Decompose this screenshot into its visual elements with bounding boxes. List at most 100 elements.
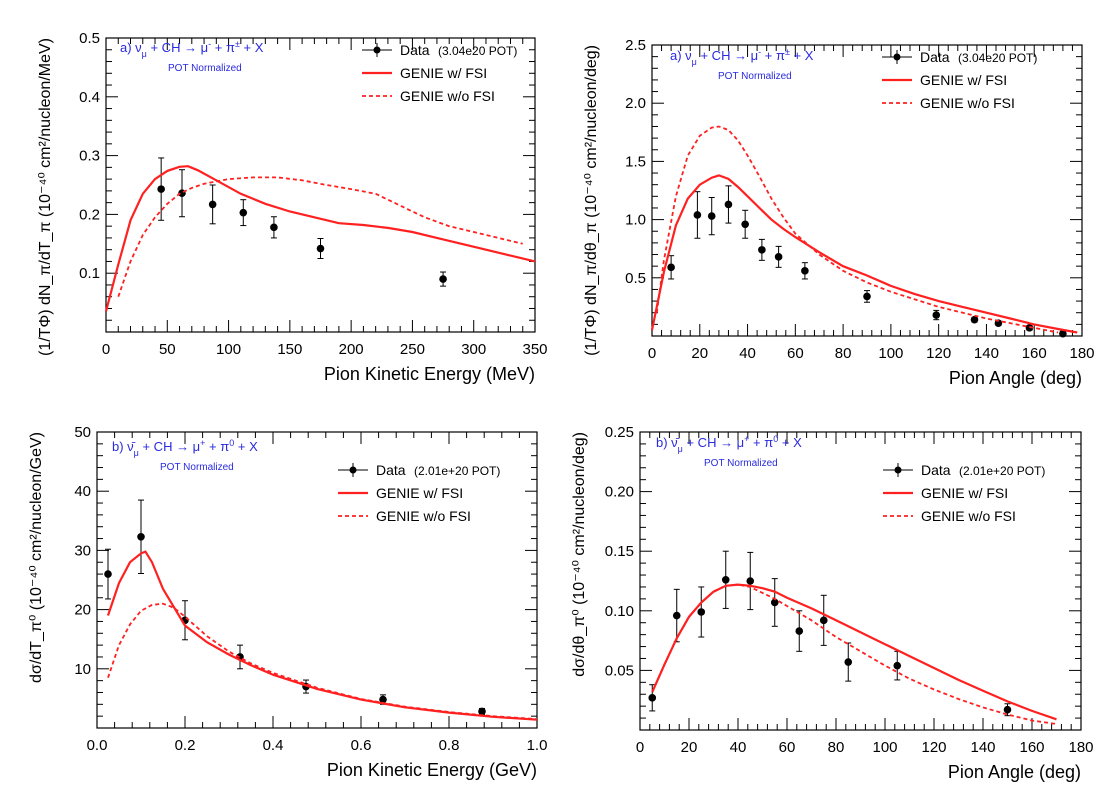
legend-data-label: Data [400,42,430,58]
x-tick-label: 60 [779,739,796,756]
x-tick-label: 80 [828,739,845,756]
data-point [932,311,941,319]
legend-nofsi-label: GENIE w/o FSI [400,88,495,104]
y-tick-label: 0.3 [79,148,100,165]
panel-title-part: 0 [773,434,778,444]
data-point [478,707,486,716]
y-tick-label: 1.0 [625,212,646,229]
data-point [672,611,681,620]
plot-frame [639,431,1082,731]
panel-title-part: b) ν̄ [112,439,136,454]
data-point [795,627,804,635]
genie-nofsi-line [655,125,1059,334]
panel-title-part: + [200,438,205,448]
panel-title: b) ν̄μ + CH → μ+ + π0 + X [112,438,258,458]
legend-nofsi-label: GENIE w/o FSI [376,508,471,524]
panel-title-part: + CH → μ [697,48,758,63]
panel-title: b) ν̄μ + CH → μ+ + π0 + X [656,434,802,454]
legend-data-marker [894,466,902,474]
data-point [893,661,902,670]
x-tick-label: 40 [739,345,756,362]
x-tick-label: 120 [921,739,946,756]
x-tick-label: 0.6 [351,737,372,754]
genie-fsi-line [106,550,538,721]
data-point [667,263,675,272]
legend-fsi-label: GENIE w/ FSI [920,72,1007,88]
genie-fsi-line [651,583,1057,721]
legend-data-marker [893,53,901,61]
panel-title-part: + CH → μ [147,40,208,55]
x-tick-label: 300 [461,341,486,358]
chart-panel-bottom-left: 0.0 0.2 0.4 0.6 0.8 1.0 10 20 30 40 50 Pion Kinetic… [28,424,547,780]
x-axis-label: Pion Kinetic Energy (MeV) [324,364,535,384]
data-point [648,694,657,702]
legend-data-marker [373,46,381,54]
x-axis-label: Pion Angle (deg) [948,762,1081,782]
panel-title-part: + X [234,439,258,454]
legend-data-note: (3.04e20 POT) [958,51,1037,65]
legend-data-label: Data [920,49,950,65]
data-point [157,185,165,193]
data-point [239,208,248,217]
x-tick-label: 0.8 [439,737,460,754]
y-axis-label: (1/TΦ) dN_π/dθ_π (10⁻⁴⁰ cm²/nucleon/deg) [583,45,600,356]
x-tick-label: 140 [970,739,995,756]
panel-title-part: ± [235,39,240,49]
panel-subtitle: POT Normalized [160,462,234,473]
panel-subtitle: POT Normalized [704,458,778,469]
panel-title-part: + X [790,48,814,63]
panel-title-part: b) ν̄ [656,435,680,450]
data-point [104,570,112,578]
y-tick-label: 0.05 [605,662,634,679]
x-tick-label: 160 [1022,345,1047,362]
y-tick-label: 10 [74,661,91,678]
x-tick-label: 50 [159,341,176,358]
x-tick-label: 0 [102,341,110,358]
panel-title-part: + π [211,40,235,55]
data-point [439,275,447,283]
data-point [1003,705,1012,714]
legend: Data (3.04e20 POT) GENIE w/ FSI GENIE w/o F… [882,49,1037,111]
x-tick-label: 120 [926,345,951,362]
chart-panel-top-left: 0 50 100 150 200 250 300 350 0.1 0.2 0.3 0.4 0.5 Pion… [37,30,548,384]
y-tick-label: 20 [74,602,91,619]
panel-title-part: + [744,434,749,444]
legend-data-label: Data [376,462,406,478]
x-tick-label: 200 [339,341,364,358]
data-point [770,598,779,607]
x-axis-label: Pion Kinetic Energy (GeV) [327,760,537,780]
data-point [208,200,217,209]
panel-title-part: + π [761,48,785,63]
panel-title: a) νμ + CH → μ- + π± + X [670,47,814,67]
data-point [801,267,809,275]
legend: Data (3.04e20 POT) GENIE w/ FSI GENIE w/o F… [362,42,517,104]
panel-title-part: + π [749,435,773,450]
legend-data-note: (3.04e20 POT) [438,44,517,58]
legend-nofsi-label: GENIE w/o FSI [921,508,1016,524]
chart-panel-bottom-right: 0 20 40 60 80 100 120 140 160 180 0.05 0.10 0.15 0.20… [571,424,1094,782]
x-tick-label: 0.4 [263,737,284,754]
data-point [774,253,783,261]
y-tick-label: 0.1 [79,265,100,282]
y-tick-label: 0.2 [79,206,100,223]
x-tick-label: 0.0 [87,737,108,754]
legend: Data (2.01e+20 POT) GENIE w/ FSI GENIE w/o … [883,462,1045,524]
x-tick-label: 40 [730,739,747,756]
data-point [970,315,979,324]
x-tick-label: 80 [835,345,852,362]
legend-data-label: Data [921,462,951,478]
y-tick-label: 2.0 [625,95,646,112]
data-point [270,223,278,232]
data-point [316,244,325,253]
data-point [137,532,145,541]
data-point [819,616,828,625]
data-point [379,695,387,704]
legend: Data (2.01e+20 POT) GENIE w/ FSI GENIE w/o … [338,462,500,524]
y-tick-label: 40 [74,483,91,500]
panel-title: a) νμ + CH → μ- + π± + X [120,39,264,59]
panel-title-part: μ [678,444,683,454]
panel-subtitle: POT Normalized [718,71,792,82]
x-tick-label: 140 [974,345,999,362]
panel-title-part: + CH → μ [683,435,744,450]
legend-fsi-label: GENIE w/ FSI [921,485,1008,501]
